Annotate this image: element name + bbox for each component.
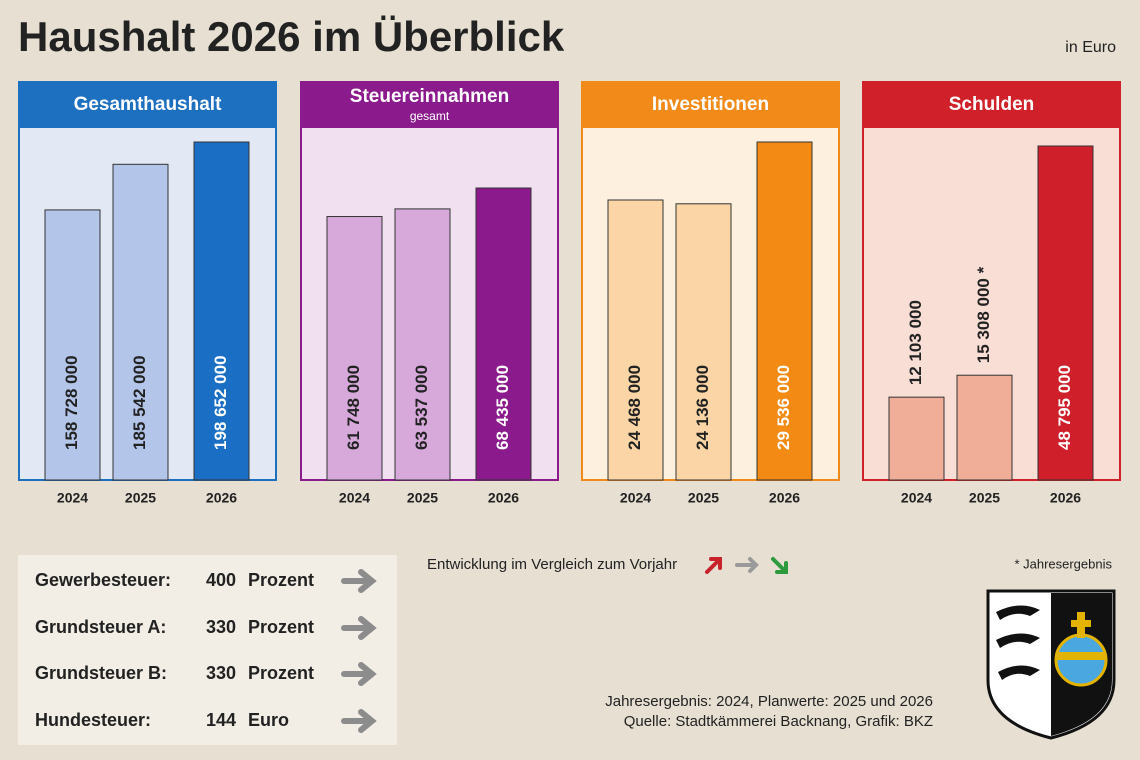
x-tick-label: 2026 — [206, 490, 237, 506]
tax-value: 330 — [206, 617, 236, 637]
tax-unit: Prozent — [248, 617, 314, 637]
page-title: Haushalt 2026 im Überblick — [18, 13, 565, 60]
value-label: 63 537 000 — [412, 365, 431, 450]
source-line: Quelle: Stadtkämmerei Backnang, Grafik: … — [624, 713, 933, 730]
value-label: 15 308 000 * — [974, 266, 993, 363]
x-tick-label: 2025 — [407, 490, 438, 506]
tax-box — [18, 555, 397, 745]
value-label: 68 435 000 — [493, 365, 512, 450]
bar — [193, 141, 250, 481]
x-tick-label: 2025 — [688, 490, 719, 506]
x-tick-label: 2026 — [488, 490, 519, 506]
tax-name: Gewerbesteuer: — [35, 570, 171, 590]
x-tick-label: 2025 — [969, 490, 1000, 506]
x-tick-label: 2026 — [769, 490, 800, 506]
bar — [756, 141, 813, 481]
trend-arrow — [341, 709, 377, 733]
panel-title: Steuereinnahmen — [350, 86, 509, 107]
value-label: 185 542 000 — [130, 355, 149, 450]
bar — [44, 209, 101, 481]
bar — [956, 374, 1013, 481]
trend-arrow — [341, 662, 377, 686]
bar — [326, 216, 383, 481]
bar — [475, 187, 532, 481]
panel-header — [862, 82, 1121, 128]
coat-of-arms — [986, 589, 1116, 740]
x-tick-label: 2024 — [901, 490, 932, 506]
bar — [394, 208, 451, 481]
panel-title: Schulden — [949, 94, 1035, 115]
value-label: 48 795 000 — [1055, 365, 1074, 450]
value-label: 61 748 000 — [344, 365, 363, 450]
tax-name: Grundsteuer B: — [35, 663, 167, 683]
x-tick-label: 2026 — [1050, 490, 1081, 506]
tax-value: 400 — [206, 570, 236, 590]
trend-arrow — [341, 569, 377, 593]
tax-unit: Prozent — [248, 570, 314, 590]
panel-subtitle: gesamt — [410, 109, 450, 123]
x-tick-label: 2025 — [125, 490, 156, 506]
unit-note: in Euro — [1065, 39, 1116, 56]
x-tick-label: 2024 — [620, 490, 651, 506]
footnote: * Jahresergebnis — [1014, 556, 1112, 571]
tax-name: Hundesteuer: — [35, 710, 151, 730]
panel-header — [18, 82, 277, 128]
value-label: 24 468 000 — [625, 365, 644, 450]
tax-value: 330 — [206, 663, 236, 683]
panel-header — [581, 82, 840, 128]
x-tick-label: 2024 — [57, 490, 88, 506]
value-label: 29 536 000 — [774, 365, 793, 450]
panel-header — [300, 82, 559, 128]
x-tick-label: 2024 — [339, 490, 370, 506]
value-label: 12 103 000 — [906, 300, 925, 385]
trend-arrows — [705, 557, 788, 574]
trend-legend: Entwicklung im Vergleich zum Vorjahr — [427, 556, 677, 573]
panel-title: Investitionen — [652, 94, 769, 115]
tax-unit: Euro — [248, 710, 289, 730]
tax-name: Grundsteuer A: — [35, 617, 166, 637]
bar — [675, 203, 732, 481]
value-label: 158 728 000 — [62, 355, 81, 450]
trend-arrow — [341, 616, 377, 640]
tax-value: 144 — [206, 710, 236, 730]
bar — [112, 163, 169, 481]
panel-title: Gesamthaushalt — [74, 94, 222, 115]
bar — [1037, 145, 1094, 481]
value-label: 24 136 000 — [693, 365, 712, 450]
value-label: 198 652 000 — [211, 355, 230, 450]
bar — [888, 396, 945, 481]
source-line: Jahresergebnis: 2024, Planwerte: 2025 un… — [605, 693, 933, 710]
tax-unit: Prozent — [248, 663, 314, 683]
bar — [607, 199, 664, 481]
